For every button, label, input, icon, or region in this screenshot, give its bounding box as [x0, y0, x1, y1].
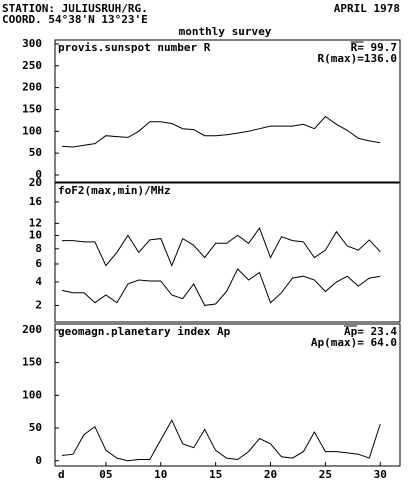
y-tick-label: 300 — [22, 37, 42, 50]
y-tick-label: 2 — [35, 298, 42, 311]
x-tick-label: 20 — [264, 468, 277, 480]
y-tick-label: 12 — [29, 216, 42, 229]
y-tick-label: 6 — [35, 257, 42, 270]
panel-title: provis.sunspot number R — [58, 41, 211, 54]
y-tick-label: 0 — [35, 168, 42, 181]
x-axis-label: d — [58, 468, 65, 480]
data-line — [62, 227, 381, 267]
date: APRIL 1978 — [334, 2, 400, 15]
y-tick-label: 200 — [22, 323, 42, 336]
x-tick-label: 05 — [99, 468, 112, 480]
annotation: R(max)=136.0 — [318, 52, 397, 65]
y-tick-label: 250 — [22, 59, 42, 72]
annotation: Ap= 23.4 — [344, 325, 397, 338]
y-tick-label: 0 — [35, 454, 42, 467]
data-line — [61, 115, 381, 148]
y-tick-label: 4 — [35, 275, 42, 288]
x-tick-label: 10 — [154, 468, 167, 480]
panel-title: geomagn.planetary index Ap — [58, 325, 231, 338]
y-tick-label: 20 — [29, 176, 42, 189]
annotation: Ap(max)= 64.0 — [311, 336, 397, 349]
y-tick-label: 10 — [29, 228, 42, 241]
y-tick-label: 50 — [29, 421, 42, 434]
y-tick-label: 150 — [22, 102, 42, 115]
y-tick-label: 200 — [22, 81, 42, 94]
y-tick-label: 100 — [22, 124, 42, 137]
data-line — [61, 419, 381, 462]
y-tick-label: 8 — [35, 242, 42, 255]
x-tick-label: 25 — [319, 468, 332, 480]
x-tick-label: 15 — [209, 468, 222, 480]
annotation: R= 99.7 — [351, 41, 397, 54]
y-tick-label: 16 — [29, 195, 43, 208]
panel-frame — [54, 182, 401, 323]
y-tick-label: 150 — [22, 356, 42, 369]
x-tick-label: 30 — [374, 468, 387, 480]
y-tick-label: 100 — [22, 388, 42, 401]
coord: COORD. 54°38'N 13°23'E — [2, 13, 148, 26]
station: STATION: JULIUSRUH/RG. — [2, 2, 148, 15]
panel-title: foF2(max,min)/MHz — [58, 184, 171, 197]
panel-frame — [54, 39, 401, 183]
subtitle: monthly survey — [179, 25, 272, 38]
y-tick-label: 50 — [29, 146, 42, 159]
data-line — [61, 268, 381, 306]
